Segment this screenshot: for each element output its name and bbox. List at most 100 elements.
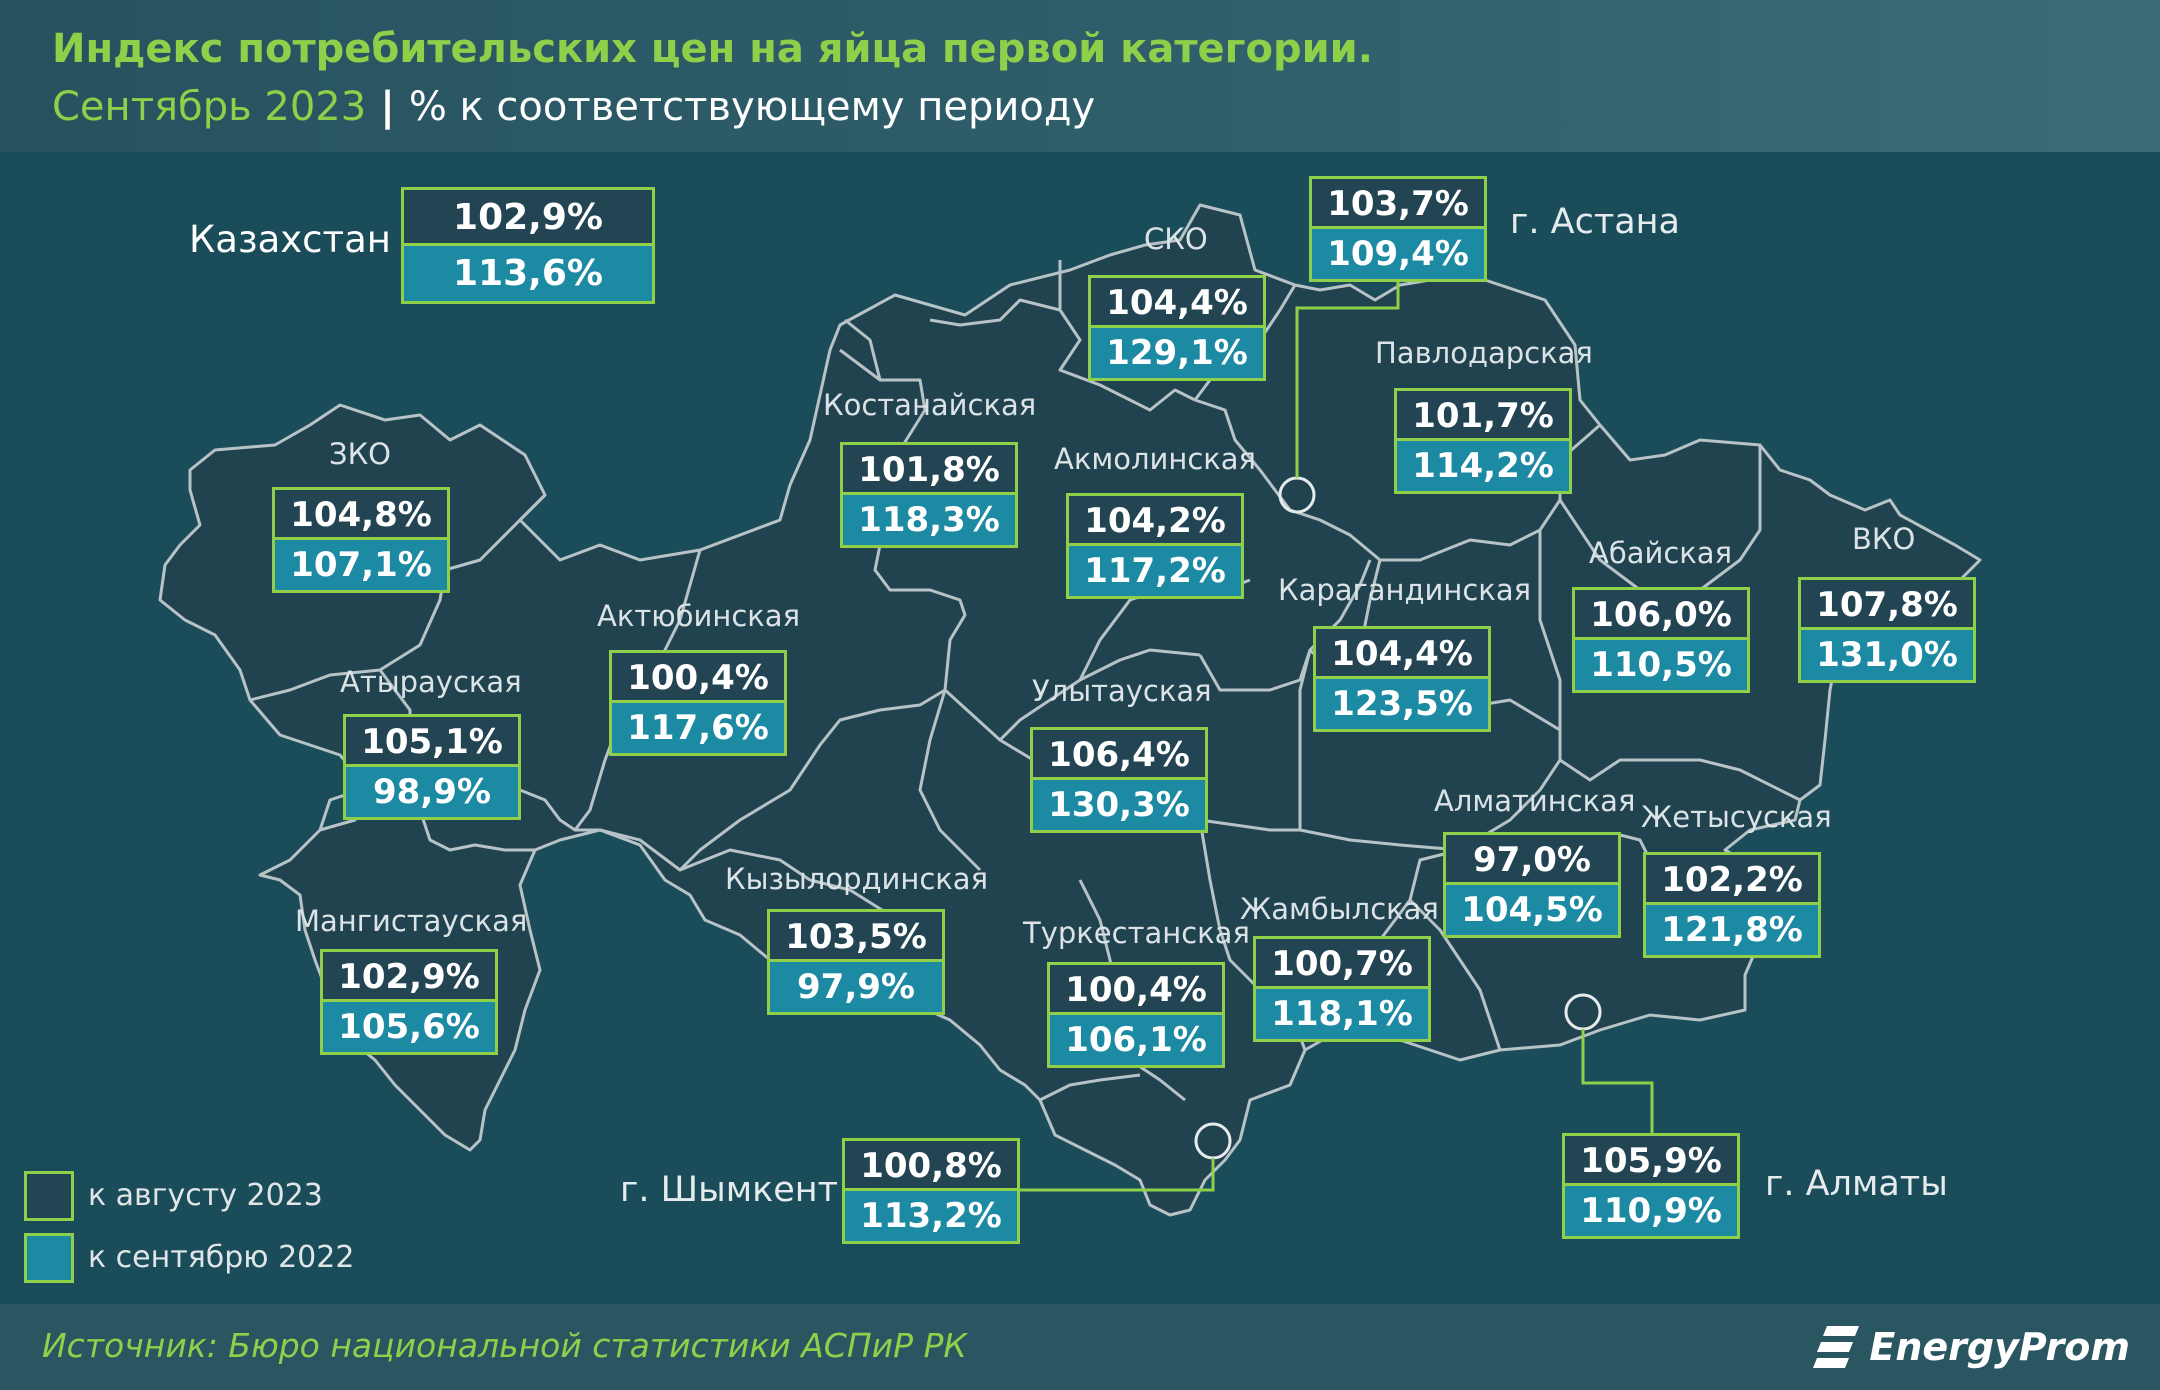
value-box-atyrau: 105,1% 98,9% — [343, 714, 521, 820]
value-sep-vko: 131,0% — [1801, 630, 1973, 680]
region-name-turkestan: Туркестанская — [1023, 916, 1250, 950]
value-sep-abay: 110,5% — [1575, 640, 1747, 690]
value-aug-almaty-reg: 97,0% — [1446, 835, 1618, 885]
country-name: Казахстан — [189, 218, 391, 261]
value-sep-zhambyl: 118,1% — [1256, 989, 1428, 1039]
value-aug-kostanay: 101,8% — [843, 445, 1015, 495]
country-value-box: 102,9% 113,6% — [401, 187, 655, 304]
value-box-almaty: 105,9% 110,9% — [1562, 1133, 1740, 1239]
value-aug-abay: 106,0% — [1575, 590, 1747, 640]
value-sep-karaganda: 123,5% — [1316, 679, 1488, 729]
value-box-shymkent: 100,8% 113,2% — [842, 1138, 1020, 1244]
region-name-zhambyl: Жамбылская — [1240, 892, 1439, 926]
value-aug-aktobe: 100,4% — [612, 653, 784, 703]
value-sep-mangystau: 105,6% — [323, 1002, 495, 1052]
legend-swatch-aug — [24, 1171, 74, 1221]
region-name-astana: г. Астана — [1510, 202, 1680, 242]
value-box-akmola: 104,2% 117,2% — [1066, 493, 1244, 599]
value-sep-aktobe: 117,6% — [612, 703, 784, 753]
value-aug-ulytau: 106,4% — [1033, 730, 1205, 780]
value-aug-turkestan: 100,4% — [1050, 965, 1222, 1015]
subtitle-date: Сентябрь 2023 — [52, 84, 367, 130]
value-aug-pavlodar: 101,7% — [1397, 391, 1569, 441]
value-box-aktobe: 100,4% 117,6% — [609, 650, 787, 756]
value-sep-kostanay: 118,3% — [843, 495, 1015, 545]
value-box-zhambyl: 100,7% 118,1% — [1253, 936, 1431, 1042]
source-text: Источник: Бюро национальной статистики А… — [42, 1326, 967, 1365]
value-aug-shymkent: 100,8% — [845, 1141, 1017, 1191]
region-name-almaty-reg: Алматинская — [1434, 784, 1636, 818]
value-aug-zhambyl: 100,7% — [1256, 939, 1428, 989]
value-aug-akmola: 104,2% — [1069, 496, 1241, 546]
value-box-kostanay: 101,8% 118,3% — [840, 442, 1018, 548]
country-value-aug: 102,9% — [404, 190, 652, 246]
legend-label-aug: к августу 2023 — [88, 1178, 323, 1213]
region-name-shymkent: г. Шымкент — [620, 1170, 839, 1210]
value-box-zhetisu: 102,2% 121,8% — [1643, 852, 1821, 958]
page-title: Индекс потребительских цен на яйца перво… — [52, 26, 1373, 72]
value-sep-akmola: 117,2% — [1069, 546, 1241, 596]
value-box-mangystau: 102,9% 105,6% — [320, 949, 498, 1055]
region-name-pavlodar: Павлодарская — [1375, 336, 1593, 370]
value-aug-kyzylorda: 103,5% — [770, 912, 942, 962]
value-sep-zhetisu: 121,8% — [1646, 905, 1818, 955]
value-box-vko: 107,8% 131,0% — [1798, 577, 1976, 683]
value-sep-turkestan: 106,1% — [1050, 1015, 1222, 1065]
logo-icon — [1813, 1326, 1860, 1368]
page-subtitle: Сентябрь 2023 | % к соответствующему перио… — [52, 84, 1095, 130]
value-aug-zko: 104,8% — [275, 490, 447, 540]
value-sep-almaty-reg: 104,5% — [1446, 885, 1618, 935]
region-name-akmola: Акмолинская — [1054, 442, 1256, 476]
subtitle-separator: | — [380, 84, 395, 130]
value-box-pavlodar: 101,7% 114,2% — [1394, 388, 1572, 494]
value-box-kyzylorda: 103,5% 97,9% — [767, 909, 945, 1015]
value-aug-mangystau: 102,9% — [323, 952, 495, 1002]
value-aug-almaty: 105,9% — [1565, 1136, 1737, 1186]
value-sep-ulytau: 130,3% — [1033, 780, 1205, 830]
value-sep-shymkent: 113,2% — [845, 1191, 1017, 1241]
region-name-zko: ЗКО — [329, 437, 392, 471]
region-name-mangystau: Мангистауская — [295, 904, 528, 938]
value-box-astana: 103,7% 109,4% — [1309, 176, 1487, 282]
region-name-zhetisu: Жетысуская — [1641, 800, 1832, 834]
footer: Источник: Бюро национальной статистики А… — [0, 1304, 2160, 1390]
legend-label-sep: к сентябрю 2022 — [88, 1240, 355, 1275]
logo-text: EnergyProm — [1869, 1325, 2130, 1369]
value-sep-astana: 109,4% — [1312, 229, 1484, 279]
region-name-kostanay: Костанайская — [823, 388, 1037, 422]
value-box-zko: 104,8% 107,1% — [272, 487, 450, 593]
region-name-kyzylorda: Кызылординская — [725, 862, 989, 896]
value-aug-zhetisu: 102,2% — [1646, 855, 1818, 905]
region-name-vko: ВКО — [1852, 522, 1916, 556]
leader-lines — [1020, 280, 1654, 1192]
value-sep-pavlodar: 114,2% — [1397, 441, 1569, 491]
energyprom-logo: EnergyProm — [1813, 1318, 2130, 1376]
value-box-ulytau: 106,4% 130,3% — [1030, 727, 1208, 833]
subtitle-text: % к соответствующему периоду — [408, 84, 1096, 130]
region-name-almaty: г. Алматы — [1765, 1164, 1948, 1204]
value-box-abay: 106,0% 110,5% — [1572, 587, 1750, 693]
region-name-karaganda: Карагандинская — [1278, 573, 1532, 607]
value-aug-astana: 103,7% — [1312, 179, 1484, 229]
value-sep-atyrau: 98,9% — [346, 767, 518, 817]
value-box-turkestan: 100,4% 106,1% — [1047, 962, 1225, 1068]
map-area: Казахстан 102,9% 113,6% СКО г. Астана Па… — [0, 152, 2160, 1304]
value-sep-zko: 107,1% — [275, 540, 447, 590]
value-sep-kyzylorda: 97,9% — [770, 962, 942, 1012]
value-aug-karaganda: 104,4% — [1316, 629, 1488, 679]
value-aug-sko: 104,4% — [1091, 278, 1263, 328]
region-name-abay: Абайская — [1589, 536, 1733, 570]
value-sep-almaty: 110,9% — [1565, 1186, 1737, 1236]
country-value-sep: 113,6% — [404, 246, 652, 301]
legend-swatch-sep — [24, 1233, 74, 1283]
value-box-sko: 104,4% 129,1% — [1088, 275, 1266, 381]
value-box-almaty-reg: 97,0% 104,5% — [1443, 832, 1621, 938]
header: Индекс потребительских цен на яйца перво… — [0, 0, 2160, 152]
region-name-ulytau: Улытауская — [1032, 674, 1212, 708]
value-aug-atyrau: 105,1% — [346, 717, 518, 767]
region-name-atyrau: Атырауская — [340, 665, 522, 699]
value-aug-vko: 107,8% — [1801, 580, 1973, 630]
region-name-sko: СКО — [1144, 222, 1208, 256]
region-name-aktobe: Актюбинская — [597, 599, 801, 633]
value-box-karaganda: 104,4% 123,5% — [1313, 626, 1491, 732]
